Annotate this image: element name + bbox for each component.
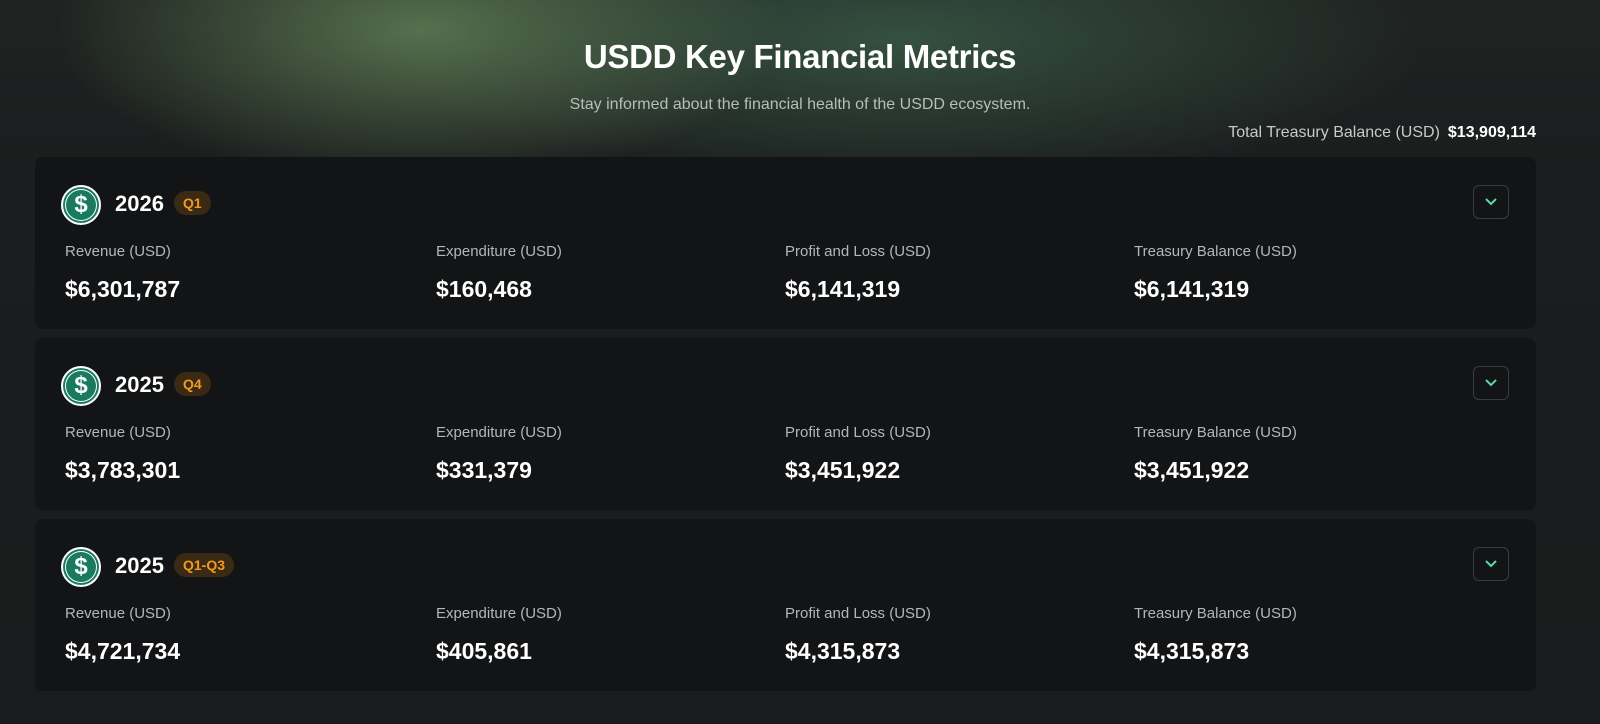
metric-label: Revenue (USD)	[65, 243, 171, 260]
metric-value: $4,721,734	[65, 638, 181, 664]
chevron-down-icon	[1485, 560, 1497, 568]
metric-label: Profit and Loss (USD)	[785, 424, 931, 441]
metric-value: $3,451,922	[785, 457, 901, 483]
period-badge: Q1	[174, 191, 211, 215]
metric-revenue: Revenue (USD) $3,783,301	[65, 424, 180, 484]
metric-value: $6,141,319	[1134, 276, 1250, 302]
metrics-card: $ 2025 Q1-Q3 Revenue (USD) $4,721,734 Expe…	[35, 519, 1536, 691]
metric-value: $6,141,319	[785, 276, 901, 302]
expand-button[interactable]	[1473, 366, 1509, 400]
metric-label: Profit and Loss (USD)	[785, 605, 931, 622]
metric-label: Treasury Balance (USD)	[1134, 424, 1297, 441]
period-badge: Q4	[174, 372, 211, 396]
metric-pnl: Profit and Loss (USD) $3,451,922	[785, 424, 931, 484]
period-badge: Q1-Q3	[174, 553, 235, 577]
metric-label: Expenditure (USD)	[436, 243, 562, 260]
metric-label: Expenditure (USD)	[436, 424, 562, 441]
metrics-card: $ 2025 Q4 Revenue (USD) $3,783,301 Expendi…	[35, 338, 1536, 510]
metric-value: $160,468	[436, 276, 532, 302]
page-title: USDD Key Financial Metrics	[583, 38, 1017, 75]
metric-expenditure: Expenditure (USD) $405,861	[436, 605, 562, 665]
metric-label: Revenue (USD)	[65, 424, 171, 441]
metric-value: $405,861	[436, 638, 532, 664]
usdd-logo-icon: $	[61, 366, 101, 406]
metric-value: $6,301,787	[65, 276, 181, 302]
card-year: 2025	[115, 553, 164, 578]
total-treasury-value: $13,909,114	[1447, 124, 1536, 141]
total-treasury-label: Total Treasury Balance (USD)	[1228, 124, 1440, 141]
metric-treasury: Treasury Balance (USD) $4,315,873	[1134, 605, 1297, 665]
metric-pnl: Profit and Loss (USD) $6,141,319	[785, 243, 931, 303]
metric-revenue: Revenue (USD) $6,301,787	[65, 243, 180, 303]
total-treasury: Total Treasury Balance (USD) $13,909,114	[1228, 124, 1536, 142]
metric-treasury: Treasury Balance (USD) $3,451,922	[1134, 424, 1297, 484]
usdd-logo-icon: $	[61, 185, 101, 225]
metric-label: Profit and Loss (USD)	[785, 243, 931, 260]
usdd-logo-icon: $	[61, 547, 101, 587]
metric-pnl: Profit and Loss (USD) $4,315,873	[785, 605, 931, 665]
page-subtitle: Stay informed about the financial health…	[569, 96, 1031, 113]
metric-label: Treasury Balance (USD)	[1134, 605, 1297, 622]
metric-label: Expenditure (USD)	[436, 605, 562, 622]
metric-value: $3,451,922	[1134, 457, 1250, 483]
metric-value: $3,783,301	[65, 457, 181, 483]
metric-label: Treasury Balance (USD)	[1134, 243, 1297, 260]
page-header: USDD Key Financial Metrics Stay informed…	[0, 0, 1600, 114]
metric-value: $4,315,873	[1134, 638, 1250, 664]
card-year: 2025	[115, 372, 164, 397]
chevron-down-icon	[1485, 379, 1497, 387]
metric-value: $331,379	[436, 457, 532, 483]
metric-expenditure: Expenditure (USD) $160,468	[436, 243, 562, 303]
metric-label: Revenue (USD)	[65, 605, 171, 622]
metric-treasury: Treasury Balance (USD) $6,141,319	[1134, 243, 1297, 303]
card-year: 2026	[115, 191, 164, 216]
metric-revenue: Revenue (USD) $4,721,734	[65, 605, 180, 665]
chevron-down-icon	[1485, 198, 1497, 206]
expand-button[interactable]	[1473, 185, 1509, 219]
metrics-card: $ 2026 Q1 Revenue (USD) $6,301,787 Expendi…	[35, 157, 1536, 329]
metric-value: $4,315,873	[785, 638, 901, 664]
expand-button[interactable]	[1473, 547, 1509, 581]
metric-expenditure: Expenditure (USD) $331,379	[436, 424, 562, 484]
